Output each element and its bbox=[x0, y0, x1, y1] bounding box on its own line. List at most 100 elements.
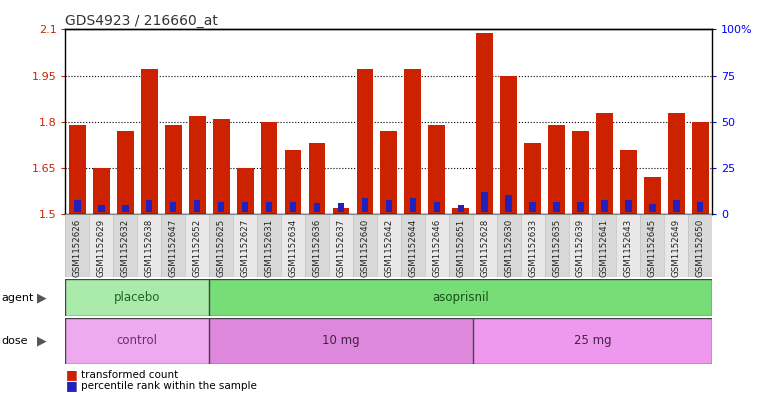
Bar bbox=[261, 122, 277, 214]
Text: ■: ■ bbox=[65, 379, 77, 393]
Bar bbox=[452, 208, 469, 214]
Bar bbox=[209, 214, 233, 277]
Bar bbox=[236, 168, 253, 214]
Text: placebo: placebo bbox=[114, 291, 160, 304]
Bar bbox=[122, 205, 129, 212]
Bar bbox=[530, 202, 536, 212]
Bar bbox=[641, 214, 665, 277]
Text: GSM1152652: GSM1152652 bbox=[192, 219, 202, 277]
Text: GSM1152649: GSM1152649 bbox=[671, 219, 681, 277]
Bar bbox=[592, 214, 617, 277]
Bar bbox=[673, 200, 679, 212]
Bar bbox=[688, 214, 712, 277]
Bar bbox=[521, 214, 544, 277]
Text: agent: agent bbox=[2, 293, 34, 303]
Bar bbox=[481, 192, 488, 212]
Bar bbox=[65, 279, 209, 316]
Bar bbox=[578, 202, 584, 212]
Text: GSM1152651: GSM1152651 bbox=[456, 219, 465, 277]
Text: GDS4923 / 216660_at: GDS4923 / 216660_at bbox=[65, 14, 219, 28]
Bar bbox=[213, 119, 229, 214]
Bar bbox=[434, 202, 440, 212]
Text: GSM1152630: GSM1152630 bbox=[504, 219, 513, 277]
Text: control: control bbox=[117, 334, 158, 347]
Bar bbox=[620, 150, 637, 214]
Bar bbox=[544, 214, 568, 277]
Bar bbox=[572, 131, 589, 214]
Bar bbox=[548, 125, 565, 214]
Text: GSM1152627: GSM1152627 bbox=[240, 219, 249, 277]
Bar bbox=[99, 205, 105, 212]
Text: 10 mg: 10 mg bbox=[322, 334, 360, 347]
Bar bbox=[477, 33, 493, 214]
Text: 25 mg: 25 mg bbox=[574, 334, 611, 347]
Bar bbox=[333, 208, 350, 214]
Bar bbox=[617, 214, 641, 277]
Bar bbox=[473, 318, 712, 364]
Bar bbox=[165, 125, 182, 214]
Bar bbox=[209, 318, 473, 364]
Bar bbox=[257, 214, 281, 277]
Text: GSM1152629: GSM1152629 bbox=[97, 219, 106, 277]
Bar bbox=[93, 168, 110, 214]
Text: GSM1152628: GSM1152628 bbox=[480, 219, 489, 277]
Bar bbox=[281, 214, 305, 277]
Bar bbox=[568, 214, 592, 277]
Bar bbox=[137, 214, 161, 277]
Text: GSM1152636: GSM1152636 bbox=[313, 219, 322, 277]
Text: GSM1152638: GSM1152638 bbox=[145, 219, 154, 277]
Bar bbox=[65, 318, 209, 364]
Bar bbox=[194, 200, 200, 212]
Text: GSM1152650: GSM1152650 bbox=[696, 219, 705, 277]
Bar bbox=[524, 143, 541, 214]
Bar bbox=[380, 131, 397, 214]
Bar bbox=[410, 198, 416, 212]
Bar bbox=[146, 200, 152, 212]
Bar bbox=[233, 214, 257, 277]
Bar bbox=[189, 116, 206, 214]
Bar bbox=[113, 214, 137, 277]
Text: GSM1152633: GSM1152633 bbox=[528, 219, 537, 277]
Bar bbox=[500, 75, 517, 214]
Bar bbox=[266, 202, 273, 212]
Bar bbox=[625, 200, 631, 212]
Text: GSM1152643: GSM1152643 bbox=[624, 219, 633, 277]
Bar bbox=[314, 203, 320, 212]
Bar bbox=[309, 143, 326, 214]
Bar bbox=[65, 214, 89, 277]
Bar bbox=[428, 125, 445, 214]
Text: GSM1152625: GSM1152625 bbox=[216, 219, 226, 277]
Bar bbox=[596, 113, 613, 214]
Text: GSM1152645: GSM1152645 bbox=[648, 219, 657, 277]
Bar bbox=[649, 204, 655, 212]
Text: GSM1152646: GSM1152646 bbox=[432, 219, 441, 277]
Bar bbox=[242, 202, 248, 212]
Text: ▶: ▶ bbox=[37, 291, 46, 304]
Bar bbox=[449, 214, 473, 277]
Bar bbox=[117, 131, 134, 214]
Bar bbox=[497, 214, 521, 277]
Bar bbox=[386, 200, 392, 212]
Bar bbox=[425, 214, 449, 277]
Bar bbox=[305, 214, 329, 277]
Bar bbox=[665, 214, 688, 277]
Bar bbox=[668, 113, 685, 214]
Bar bbox=[644, 177, 661, 214]
Text: GSM1152641: GSM1152641 bbox=[600, 219, 609, 277]
Bar bbox=[218, 202, 224, 212]
Bar bbox=[457, 205, 464, 212]
Bar bbox=[697, 202, 704, 212]
Bar bbox=[209, 279, 712, 316]
Bar bbox=[186, 214, 209, 277]
Bar bbox=[401, 214, 425, 277]
Bar bbox=[473, 214, 497, 277]
Bar bbox=[601, 200, 608, 212]
Bar bbox=[404, 70, 421, 214]
Text: GSM1152640: GSM1152640 bbox=[360, 219, 370, 277]
Text: GSM1152647: GSM1152647 bbox=[169, 219, 178, 277]
Bar bbox=[329, 214, 353, 277]
Text: GSM1152639: GSM1152639 bbox=[576, 219, 585, 277]
Text: GSM1152626: GSM1152626 bbox=[73, 219, 82, 277]
Bar bbox=[69, 125, 85, 214]
Text: GSM1152637: GSM1152637 bbox=[336, 219, 346, 277]
